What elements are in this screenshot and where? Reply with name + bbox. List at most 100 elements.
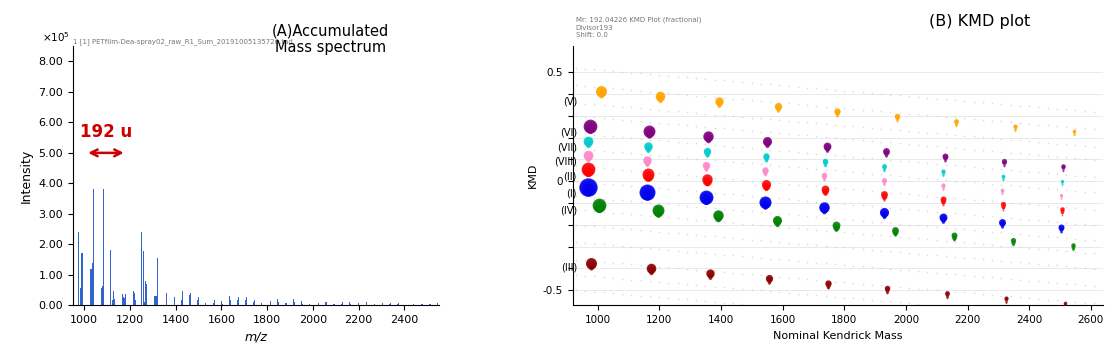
Point xyxy=(1053,211,1071,216)
Point xyxy=(706,157,724,163)
Point xyxy=(1085,109,1103,115)
Point xyxy=(638,191,656,197)
Point xyxy=(586,180,604,186)
Point xyxy=(875,179,893,184)
Point xyxy=(875,214,893,220)
Point xyxy=(767,217,785,223)
Point xyxy=(577,288,595,294)
Point xyxy=(688,282,706,288)
Point xyxy=(651,229,669,235)
Point xyxy=(614,261,632,266)
Point xyxy=(853,264,871,269)
Point xyxy=(918,208,936,214)
Point xyxy=(819,282,837,287)
Point xyxy=(853,231,871,237)
Point xyxy=(815,205,833,211)
Point xyxy=(604,260,622,266)
Point xyxy=(1075,222,1093,227)
Point xyxy=(1085,222,1103,228)
Point xyxy=(934,168,952,174)
Point xyxy=(1011,168,1029,174)
Point xyxy=(710,100,728,106)
Point xyxy=(632,119,650,124)
Point xyxy=(632,199,650,205)
Point xyxy=(701,275,719,281)
Point xyxy=(864,297,881,303)
Point xyxy=(579,184,597,190)
Point xyxy=(743,287,760,293)
Point xyxy=(788,132,806,137)
Point xyxy=(836,262,853,268)
Point xyxy=(756,199,774,204)
Point xyxy=(1066,249,1084,255)
Point xyxy=(836,153,853,159)
Point xyxy=(604,225,622,231)
Point xyxy=(946,272,964,277)
Point xyxy=(1085,144,1103,149)
Text: 1 [1] PETfilm-Dea-spray02_raw_R1_Sum_20191005135720.tad: 1 [1] PETfilm-Dea-spray02_raw_R1_Sum_201… xyxy=(73,38,292,45)
Point xyxy=(756,167,774,173)
Point xyxy=(725,126,743,132)
Point xyxy=(808,86,825,91)
Point xyxy=(816,162,834,168)
Point xyxy=(734,221,752,226)
Point xyxy=(946,115,964,120)
Point xyxy=(660,73,678,78)
Point xyxy=(734,301,752,307)
Point xyxy=(878,289,896,295)
Point xyxy=(632,245,650,251)
Point xyxy=(706,142,724,148)
Point xyxy=(1057,172,1075,178)
Point xyxy=(710,98,728,104)
Point xyxy=(669,215,687,221)
Point xyxy=(660,153,678,159)
Point xyxy=(581,128,599,134)
Point xyxy=(651,214,669,219)
Point xyxy=(829,109,847,115)
Point xyxy=(642,268,660,273)
Point xyxy=(1075,156,1093,162)
Point xyxy=(934,172,952,178)
Point xyxy=(946,289,964,295)
Point xyxy=(638,189,656,195)
Point xyxy=(946,239,964,245)
Point xyxy=(641,278,659,284)
Point xyxy=(829,111,847,116)
Point xyxy=(577,223,595,228)
Point xyxy=(581,123,599,129)
Point xyxy=(1064,248,1082,253)
Point xyxy=(579,166,597,172)
Point xyxy=(577,131,595,137)
Point xyxy=(771,274,788,280)
Point xyxy=(853,170,871,176)
Point xyxy=(799,165,816,171)
Point xyxy=(1057,142,1075,147)
Point xyxy=(983,229,1001,235)
Point xyxy=(937,288,955,294)
Point xyxy=(964,227,982,233)
Point xyxy=(890,191,908,196)
Point xyxy=(579,186,597,192)
Point xyxy=(586,165,604,170)
Point xyxy=(688,204,706,209)
Point xyxy=(844,187,862,192)
Point xyxy=(996,163,1014,169)
Point xyxy=(1029,170,1047,175)
Point xyxy=(937,238,955,244)
Point xyxy=(927,143,945,149)
Point xyxy=(725,113,743,119)
Point xyxy=(1038,186,1056,191)
Point xyxy=(688,217,706,223)
Point xyxy=(983,181,1001,187)
Point xyxy=(715,206,732,212)
Point xyxy=(936,157,954,163)
Point xyxy=(579,152,597,158)
Point xyxy=(918,236,936,242)
Point xyxy=(878,288,896,293)
Point xyxy=(927,194,945,200)
Point xyxy=(771,224,788,230)
Point xyxy=(996,162,1014,168)
Point xyxy=(669,248,687,253)
Point xyxy=(1038,105,1056,111)
Point xyxy=(638,161,656,167)
